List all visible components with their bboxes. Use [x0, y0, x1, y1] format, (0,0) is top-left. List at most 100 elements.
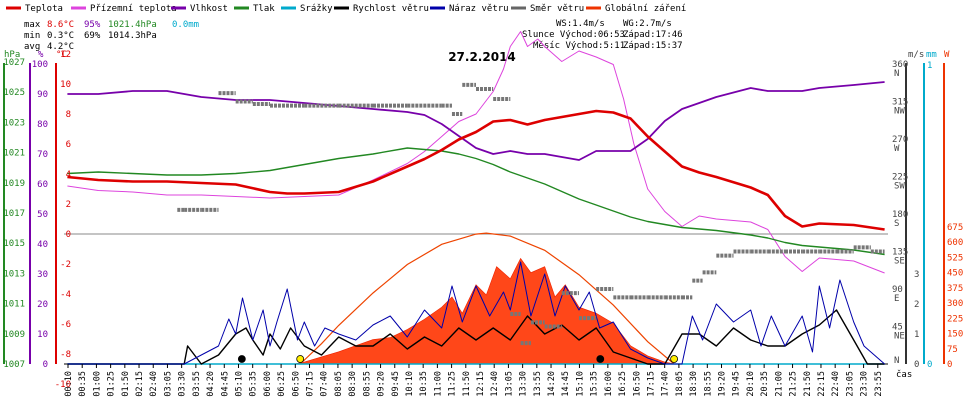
series-n-raz-v-tru [67, 261, 885, 365]
tick-pct: 40 [37, 240, 48, 250]
tick-hpa: 1021 [3, 149, 25, 159]
legend-label: Tlak [253, 4, 275, 14]
time-tick-label: 08:55 [362, 371, 372, 397]
tick-dir-sector: E [894, 294, 899, 304]
time-tick-label: 23:05 [845, 371, 855, 397]
tick-pct: 0 [43, 360, 48, 370]
tick-hpa: 1019 [3, 179, 25, 189]
tick-degc: 12 [60, 50, 71, 60]
tick-ms: 1 [914, 330, 919, 340]
sun-marker [296, 355, 305, 363]
tick-dir: 90 [892, 285, 903, 295]
time-tick-label: 16:50 [632, 371, 642, 397]
time-tick-label: 08:30 [348, 371, 358, 397]
time-tick-label: 12:40 [490, 371, 500, 397]
tick-degc: -8 [60, 350, 71, 360]
tick-pct: 60 [37, 180, 48, 190]
tick-dir: 45 [892, 323, 903, 333]
time-tick-label: 22:15 [817, 371, 827, 397]
tick-degc: 0 [66, 230, 71, 240]
tick-ms: 0 [914, 360, 919, 370]
time-tick-label: 12:15 [476, 371, 486, 397]
legend-label: Směr větru [530, 4, 584, 14]
moon-marker [237, 355, 246, 363]
time-tick-label: 21:00 [774, 371, 784, 397]
tick-pct: 80 [37, 120, 48, 130]
tick-degc: -6 [60, 320, 71, 330]
tick-dir-sector: NW [894, 107, 905, 117]
tick-dir: 315 [892, 98, 908, 108]
series-globalni-zareni [67, 257, 885, 365]
tick-degc: -2 [60, 260, 71, 270]
tick-w: 525 [947, 253, 963, 263]
time-tick-label: 17:40 [661, 371, 671, 397]
time-tick-label: 23:30 [860, 371, 870, 397]
info-sun-rise: Slunce Východ:06:53 [522, 30, 625, 40]
tick-w: 600 [947, 238, 963, 248]
tick-w: 675 [947, 223, 963, 233]
tick-pct: 100 [32, 60, 48, 70]
time-tick-label: 13:05 [504, 371, 514, 397]
time-tick-label: 18:30 [689, 371, 699, 397]
series-teplota [67, 109, 885, 231]
tick-dir: 225 [892, 173, 908, 183]
time-tick-label: 05:10 [234, 371, 244, 397]
tick-hpa: 1009 [3, 330, 25, 340]
tick-pct: 30 [37, 270, 48, 280]
stat-min-hum: 69% [84, 31, 101, 41]
tick-dir-sector: W [894, 144, 900, 154]
x-axis-label: čas [896, 369, 912, 380]
tick-w: 375 [947, 284, 963, 294]
tick-hpa: 1023 [3, 118, 25, 128]
tick-hpa: 1011 [3, 300, 25, 310]
legend-label: Srážky [300, 4, 333, 14]
tick-w: 150 [947, 330, 963, 340]
tick-mm: 1 [927, 61, 932, 71]
axis-hpa-label: hPa [4, 50, 20, 60]
tick-dir: 270 [892, 135, 908, 145]
tick-degc: 2 [66, 200, 71, 210]
time-tick-label: 00:35 [78, 371, 88, 397]
time-tick-label: 02:40 [149, 371, 159, 397]
time-tick-label: 03:55 [192, 371, 202, 397]
time-tick-label: 13:30 [519, 371, 529, 397]
stat-max-temp: 8.6°C [47, 20, 74, 30]
tick-degc: -10 [55, 380, 71, 390]
legend-label: Vlhkost [190, 4, 228, 14]
time-tick-label: 05:35 [249, 371, 259, 397]
time-tick-label: 08:05 [334, 371, 344, 397]
time-tick-label: 03:30 [178, 371, 188, 397]
time-tick-label: 19:45 [732, 371, 742, 397]
time-tick-label: 09:45 [391, 371, 401, 397]
series-teoreticke-zareni [299, 232, 675, 365]
time-tick-label: 04:45 [220, 371, 230, 397]
tick-hpa: 1027 [3, 58, 25, 68]
tick-w: 300 [947, 299, 963, 309]
time-tick-label: 10:10 [405, 371, 415, 397]
time-tick-label: 06:25 [277, 371, 287, 397]
axis-mm-label: mm [926, 50, 937, 60]
tick-w: 450 [947, 269, 963, 279]
tick-pct: 20 [37, 300, 48, 310]
time-tick-label: 16:25 [618, 371, 628, 397]
time-tick-label: 16:00 [604, 371, 614, 397]
time-tick-label: 14:45 [561, 371, 571, 397]
tick-degc: 4 [66, 170, 71, 180]
time-tick-label: 15:10 [575, 371, 585, 397]
series-p-zemn-teplota [67, 31, 885, 274]
tick-hpa: 1025 [3, 88, 25, 98]
legend-label: Rychlost větru [353, 4, 429, 14]
time-tick-label: 18:05 [675, 371, 685, 397]
series-vlhkost [67, 81, 885, 161]
tick-w: 75 [947, 345, 958, 355]
tick-dir-sector: N [894, 356, 899, 366]
time-tick-label: 00:10 [64, 371, 74, 397]
time-tick-label: 20:35 [760, 371, 770, 397]
info-wg: WG:2.7m/s [623, 19, 672, 29]
axis-degc-label: °C [56, 50, 67, 60]
tick-dir-sector: NE [894, 332, 905, 342]
time-tick-label: 06:50 [291, 371, 301, 397]
moon-marker [596, 355, 605, 363]
info-block: WS:1.4m/s WG:2.7m/s Slunce Východ:06:53 … [522, 19, 683, 51]
